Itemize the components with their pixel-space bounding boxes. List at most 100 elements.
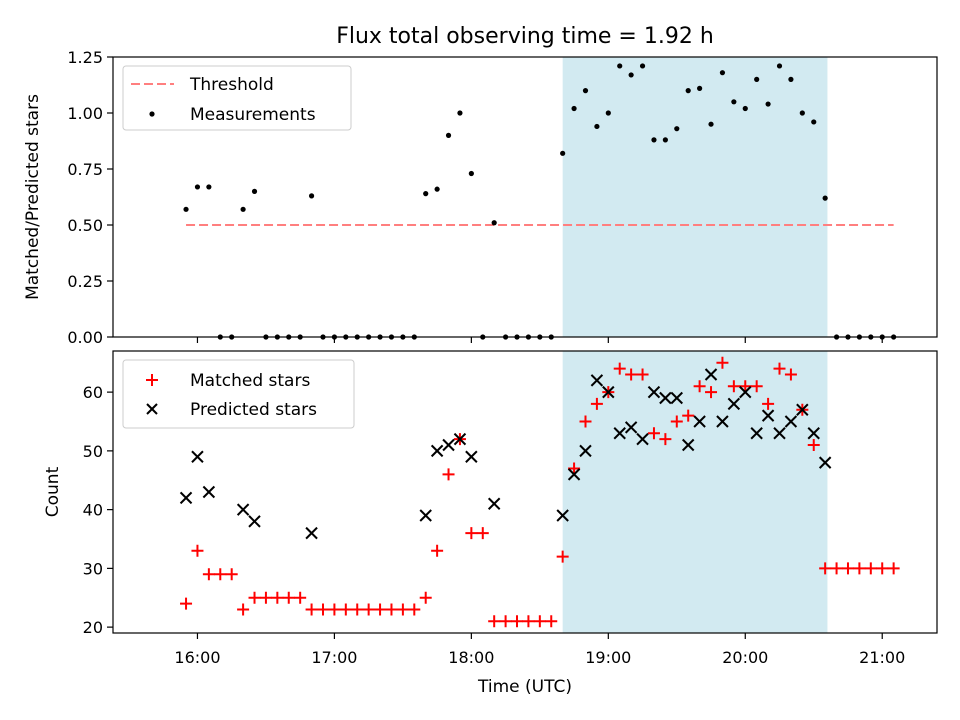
- measurement-point: [582, 88, 589, 94]
- predicted-point: [796, 403, 809, 416]
- matched-point: [259, 591, 272, 604]
- measurement-point: [628, 72, 634, 78]
- predicted-point: [624, 421, 638, 434]
- matched-point: [180, 597, 193, 610]
- y-tick-label: 40: [83, 501, 103, 520]
- matched-point: [328, 603, 341, 616]
- matched-point: [556, 550, 569, 563]
- legend-threshold-label: Threshold: [189, 75, 274, 95]
- matched-point: [625, 368, 638, 381]
- measurement-point: [799, 110, 805, 116]
- matched-point: [351, 603, 364, 616]
- measurement-point: [719, 70, 726, 76]
- predicted-point: [818, 456, 832, 469]
- matched-point: [499, 615, 512, 628]
- measurement-point: [776, 63, 783, 69]
- matched-point: [282, 591, 295, 604]
- legend-predicted-label: Predicted stars: [190, 400, 317, 420]
- matched-point: [385, 603, 398, 616]
- measurement-point: [594, 123, 600, 130]
- predicted-point: [750, 427, 763, 440]
- y-axis-label-bottom: Count: [43, 466, 63, 517]
- measurement-point: [708, 121, 714, 127]
- y-tick-label: 1.25: [67, 48, 103, 67]
- matched-point: [682, 409, 695, 422]
- matched-point: [294, 591, 307, 604]
- predicted-point: [453, 432, 467, 446]
- measurement-point: [571, 105, 577, 112]
- legend-frame-bottom: [122, 359, 355, 429]
- predicted-point: [442, 438, 455, 452]
- legend-measurements-swatch: [149, 111, 155, 117]
- x-tick-label: 18:00: [448, 648, 494, 667]
- predicted-point: [613, 427, 626, 440]
- measurement-point: [308, 193, 315, 199]
- matched-point: [590, 397, 603, 410]
- matched-point: [693, 380, 706, 393]
- predicted-point: [807, 427, 820, 440]
- measurement-point: [788, 76, 794, 82]
- measurement-point: [811, 119, 817, 125]
- predicted-point: [784, 415, 798, 428]
- matched-point: [716, 356, 729, 369]
- matched-point: [647, 427, 660, 440]
- matched-point: [374, 603, 387, 616]
- measurement-point: [822, 195, 828, 201]
- measurement-point: [685, 88, 691, 94]
- measurement-point: [742, 105, 748, 112]
- predicted-point: [739, 385, 752, 399]
- matched-point: [431, 544, 444, 557]
- axes-frame-bottom: [112, 350, 938, 634]
- predicted-point: [773, 427, 786, 440]
- predicted-point: [179, 491, 193, 505]
- measurement-point: [754, 76, 760, 82]
- matched-point: [408, 603, 421, 616]
- y-tick-label: 0.50: [67, 216, 103, 235]
- axes-frame-top: [112, 56, 938, 338]
- measurement-point: [674, 126, 680, 132]
- matched-point: [465, 527, 478, 540]
- predicted-point: [727, 397, 741, 411]
- measurement-point: [183, 206, 189, 212]
- measurement-point: [617, 63, 623, 69]
- matched-point: [739, 380, 752, 393]
- predicted-point: [704, 368, 718, 381]
- legend-matched-swatch: [146, 374, 158, 386]
- matched-point: [339, 603, 352, 616]
- measurement-point: [468, 170, 474, 177]
- matched-point: [305, 603, 318, 616]
- predicted-point: [202, 485, 216, 499]
- predicted-point: [556, 509, 569, 522]
- measurement-point: [605, 110, 611, 116]
- series-predicted-stars: [179, 368, 832, 540]
- measurement-point: [662, 137, 668, 143]
- x-axis-label: Time (UTC): [477, 677, 572, 697]
- measurement-point: [560, 150, 566, 156]
- panel-count: 20 30 40 50 60 16:00 17:00 18:00 19:00 20:00 21:00…: [43, 350, 938, 697]
- measurement-point: [765, 101, 771, 107]
- matched-point: [773, 362, 786, 375]
- matched-point: [670, 415, 683, 428]
- predicted-point: [647, 385, 661, 399]
- predicted-point: [716, 415, 729, 428]
- predicted-point: [567, 468, 581, 481]
- x-tick-label: 21:00: [859, 648, 905, 667]
- matched-point: [476, 527, 489, 540]
- measurement-point: [651, 137, 657, 143]
- predicted-point: [670, 391, 683, 405]
- predicted-point: [305, 526, 318, 540]
- predicted-point: [636, 432, 649, 446]
- matched-point: [807, 439, 820, 451]
- predicted-point: [248, 515, 261, 528]
- shaded-interval-top: [562, 57, 828, 337]
- predicted-point: [602, 385, 615, 399]
- predicted-point: [681, 438, 695, 452]
- matched-point: [237, 603, 250, 616]
- matched-point: [830, 562, 843, 575]
- y-tick-label: 20: [83, 618, 103, 637]
- measurement-point: [194, 184, 201, 190]
- measurement-point: [206, 184, 212, 190]
- predicted-point: [693, 415, 706, 428]
- predicted-point: [236, 503, 250, 516]
- ticks-top: 0.00 0.25 0.50 0.75 1.00 1.25: [67, 48, 883, 347]
